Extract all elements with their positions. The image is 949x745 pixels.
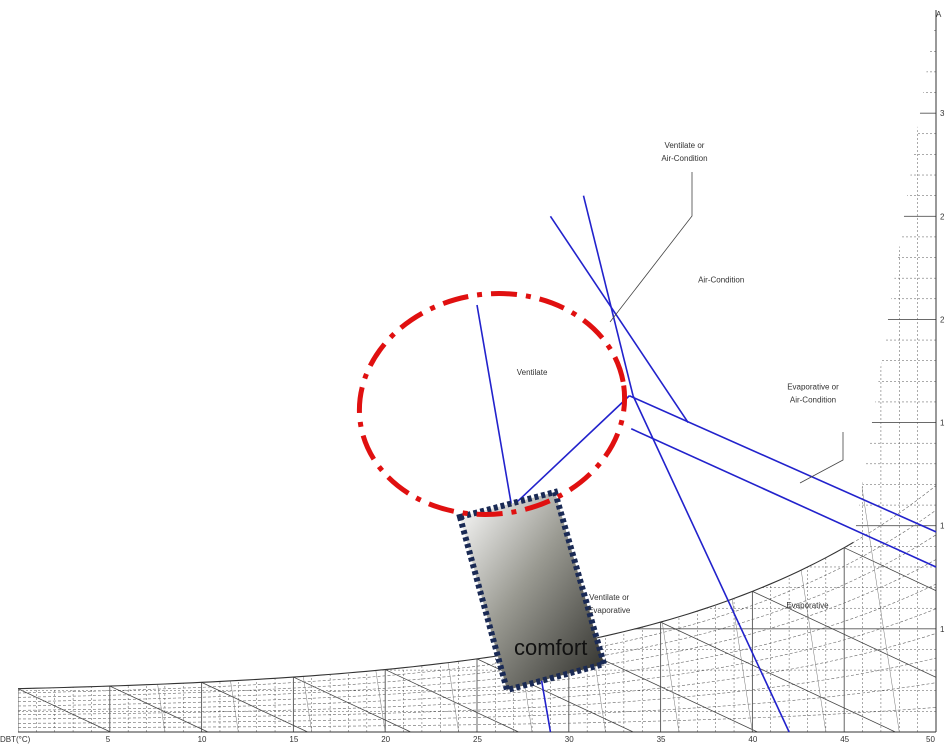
chart-grid [17, 10, 937, 733]
grid-lines [18, 10, 936, 732]
x-tick-label: 5 [106, 735, 111, 744]
zone-boundary-line [632, 395, 790, 733]
wetbulb-line [18, 688, 111, 732]
zone-boundary-line [630, 428, 937, 568]
volume-line [54, 10, 166, 732]
y-tick-label: 2 [940, 212, 945, 221]
highlight-ellipse [356, 291, 628, 517]
wetbulb-line [752, 591, 936, 732]
wetbulb-line [201, 681, 308, 732]
zone-boundary-line [549, 215, 689, 424]
x-tick-label: 25 [473, 735, 482, 744]
pointer-arrow [799, 432, 844, 484]
x-tick-label: 10 [198, 735, 207, 744]
volume-line [201, 10, 313, 732]
zone-boundary-line [629, 395, 937, 533]
x-tick-label: 30 [565, 735, 574, 744]
x-tick-label: 35 [657, 735, 666, 744]
y-tick-label: 3 [940, 109, 945, 118]
zone-labels: Ventilate or Air-ConditionAir-ConditionVe… [517, 141, 844, 615]
wetbulb-line [660, 621, 896, 732]
zone-label-line: Ventilate or [589, 593, 629, 602]
x-tick-label: 40 [748, 735, 757, 744]
y-tick-label: 1 [940, 419, 945, 428]
zone-boundary-line [582, 195, 634, 396]
zone-boundary-line [513, 395, 630, 506]
zone-label-line: Air-Condition [790, 396, 836, 405]
x-tick-label: 50 [926, 735, 935, 744]
x-axis-label: DBT(°C) [0, 735, 31, 744]
chart-labels: DBT(°C) A 5 10 15 20 25 30 35 40 45 50 1 1 1 2 2 3 [0, 10, 945, 744]
x-tick-label: 15 [289, 735, 298, 744]
saturation-curve [17, 541, 854, 690]
zone-label-line: Evaporative or [787, 383, 839, 392]
rh-curve [18, 633, 936, 715]
y-tick-label: 1 [940, 625, 945, 634]
rh-curve [18, 707, 936, 728]
comfort-zone: comfort [456, 488, 608, 694]
wetbulb-line [293, 676, 411, 732]
rh-curve [18, 559, 936, 702]
zone-label: Air-Condition [698, 275, 744, 284]
zone-label-line: Air-Condition [661, 154, 707, 163]
zone-label-line: Ventilate [517, 368, 548, 377]
zone-label: Ventilate [517, 368, 548, 377]
comfort-label: comfort [514, 635, 587, 660]
zone-label-line: Evaporative [588, 606, 631, 615]
rh-curve [18, 657, 936, 720]
y-tick-label: 2 [940, 315, 945, 324]
x-tick-label: 20 [381, 735, 390, 744]
volume-line [274, 10, 386, 732]
comfort-zone-box [456, 488, 608, 694]
y-tick-label: 1 [940, 522, 945, 531]
zone-label: Ventilate or Air-Condition [661, 141, 707, 163]
corner-label: A [936, 10, 942, 19]
wetbulb-line [844, 547, 936, 732]
zone-label-line: Evaporative [786, 601, 829, 610]
wetbulb-line [385, 669, 519, 732]
rh-curve [18, 509, 936, 694]
zone-label: Evaporative [786, 601, 829, 610]
volume-line [127, 10, 239, 732]
zone-label: Evaporative or Air-Condition [787, 383, 839, 405]
zone-label: Ventilate or Evaporative [588, 593, 631, 615]
rh-curve [18, 682, 936, 724]
zone-label-line: Air-Condition [698, 275, 744, 284]
x-tick-label: 45 [840, 735, 849, 744]
zone-label-line: Ventilate or [664, 141, 704, 150]
wetbulb-line [109, 685, 209, 732]
volume-line [348, 10, 459, 732]
pointer-arrow [609, 172, 693, 323]
